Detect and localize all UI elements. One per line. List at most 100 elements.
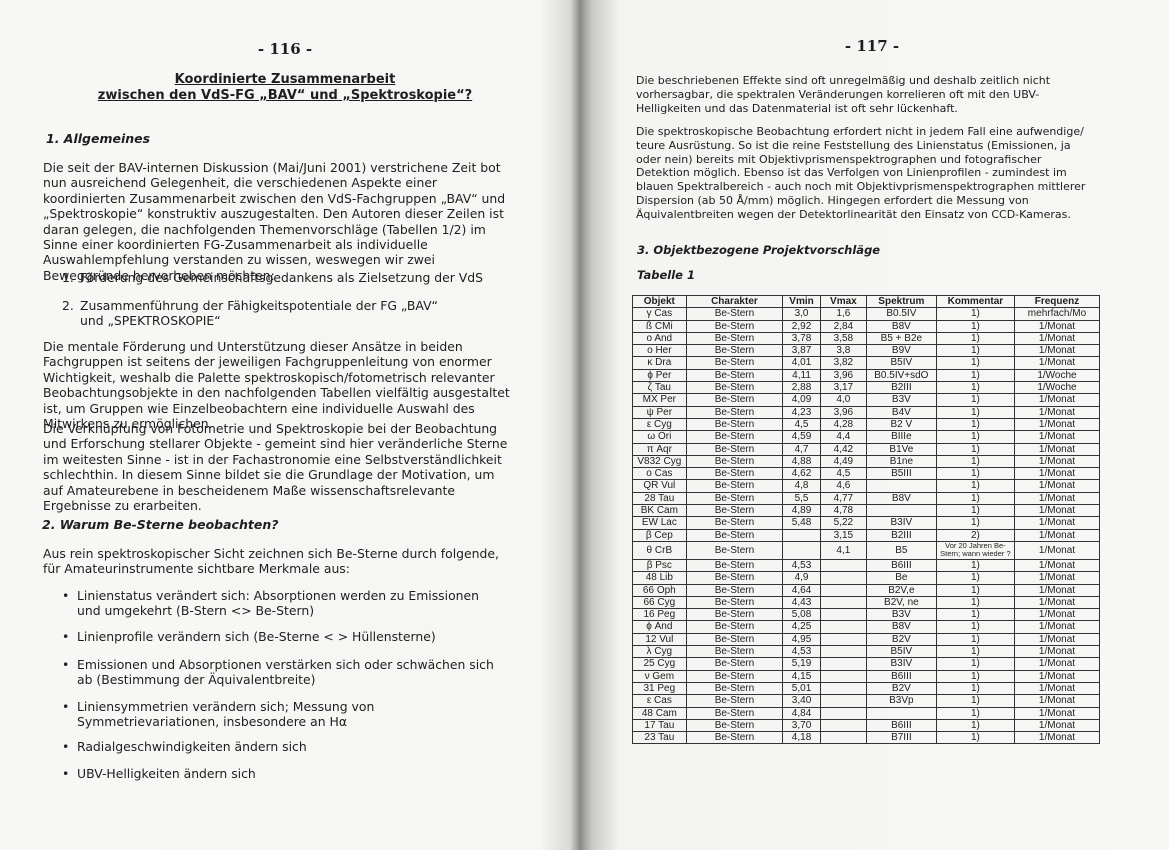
table-cell: Be-Stern bbox=[685, 516, 784, 530]
table-cell: Be-Stern bbox=[685, 583, 784, 597]
table-cell: γ Cas bbox=[632, 307, 687, 321]
table-cell: 1) bbox=[935, 356, 1015, 370]
table-cell: Be-Stern bbox=[685, 558, 784, 573]
table-cell: B6III bbox=[865, 718, 937, 733]
table-cell: 1) bbox=[935, 645, 1015, 659]
table-body: γ Cas Be-Stern 3,0 1,6 B0.5IV 1) mehrfach/Mo ß … bbox=[632, 307, 1101, 745]
table-row: EW Lac Be-Stern 5,48 5,22 B3IV 1) 1/Monat bbox=[632, 516, 1101, 530]
table-cell: B3IV bbox=[865, 516, 937, 530]
table-cell: 1/Monat bbox=[1013, 718, 1101, 733]
table-cell: Be-Stern bbox=[685, 706, 784, 720]
table-cell: ω Ori bbox=[632, 430, 687, 444]
table-cell: 1/Monat bbox=[1013, 344, 1101, 358]
table-cell: 1) bbox=[935, 381, 1015, 395]
table-cell: 4,95 bbox=[782, 632, 821, 647]
table-cell: Be-Stern bbox=[685, 319, 784, 333]
table-cell: 1) bbox=[935, 558, 1015, 573]
list-item: Zusammenführung der Fähigkeitspotentiale… bbox=[80, 298, 438, 329]
table-cell: ß CMi bbox=[632, 319, 687, 333]
table-cell: B5IV bbox=[865, 645, 937, 659]
table-cell bbox=[819, 595, 867, 610]
table-cell: 1) bbox=[935, 632, 1015, 647]
table-cell: Be-Stern bbox=[685, 331, 784, 346]
table-cell: 1/Monat bbox=[1013, 571, 1101, 585]
table-cell: 4,09 bbox=[782, 393, 821, 407]
table-cell: 4,25 bbox=[782, 620, 821, 634]
table-cell: Be-Stern bbox=[685, 491, 784, 506]
paragraph: Die mentale Förderung und Unterstützung … bbox=[43, 339, 510, 432]
table-cell: 31 Peg bbox=[632, 681, 687, 696]
table-cell: Be-Stern bbox=[685, 479, 784, 493]
table-cell: 4,5 bbox=[819, 467, 867, 481]
table-cell bbox=[819, 620, 867, 634]
table-cell: 4,5 bbox=[782, 417, 821, 432]
table-cell: ψ Per bbox=[632, 405, 687, 419]
table-cell: 5,22 bbox=[819, 516, 867, 530]
table-cell: 4,7 bbox=[782, 442, 821, 456]
table-cell: V832 Cyg bbox=[632, 454, 687, 469]
table-cell: Be-Stern bbox=[685, 467, 784, 481]
table-cell: θ CrB bbox=[632, 540, 687, 560]
table-cell bbox=[865, 504, 937, 518]
table-cell: 25 Cyg bbox=[632, 657, 687, 671]
table-cell: 3,78 bbox=[782, 331, 821, 346]
table-cell: ν Gem bbox=[632, 669, 687, 683]
table-cell: 1) bbox=[935, 694, 1015, 708]
table-cell: 66 Cyg bbox=[632, 595, 687, 610]
table-row: 28 Tau Be-Stern 5,5 4,77 B8V 1) 1/Monat bbox=[632, 491, 1101, 506]
table-cell: B2III bbox=[865, 381, 937, 395]
table-cell: B4V bbox=[865, 405, 937, 419]
table-cell: 28 Tau bbox=[632, 491, 687, 506]
table-cell bbox=[819, 694, 867, 708]
table-cell: ζ Tau bbox=[632, 381, 687, 395]
table-row: 66 Cyg Be-Stern 4,43 B2V, ne 1) 1/Monat bbox=[632, 595, 1101, 610]
table-cell: Be-Stern bbox=[685, 393, 784, 407]
table-cell: B2V bbox=[865, 632, 937, 647]
table-cell: 1) bbox=[935, 368, 1015, 383]
table-cell: 1) bbox=[935, 657, 1015, 671]
table-cell: 5,5 bbox=[782, 491, 821, 506]
table-cell: Be bbox=[865, 571, 937, 585]
page-number: - 117 - bbox=[844, 37, 900, 55]
table-cell: Be-Stern bbox=[685, 356, 784, 370]
table-cell: 1/Monat bbox=[1013, 479, 1101, 493]
table-cell: 1/Monat bbox=[1013, 356, 1101, 370]
table-row: o Cas Be-Stern 4,62 4,5 B5III 1) 1/Monat bbox=[632, 467, 1101, 481]
table-cell: 1/Monat bbox=[1013, 694, 1101, 708]
table-cell: QR Vul bbox=[632, 479, 687, 493]
bullet-text: Emissionen und Absorptionen verstärken s… bbox=[77, 657, 494, 688]
table-cell: 3,17 bbox=[819, 381, 867, 395]
bullet-item: • Liniensymmetrien verändern sich; Messun… bbox=[62, 699, 375, 730]
table-cell bbox=[782, 540, 821, 560]
table-cell: B5III bbox=[865, 467, 937, 481]
table-row: ϕ Per Be-Stern 4,11 3,96 B0.5IV+sdO 1) 1/Woche bbox=[632, 368, 1101, 383]
table-cell: B8V bbox=[865, 620, 937, 634]
table-cell: 1) bbox=[935, 331, 1015, 346]
table-cell: 1/Monat bbox=[1013, 681, 1101, 696]
table-cell bbox=[819, 571, 867, 585]
table-cell: 4,53 bbox=[782, 558, 821, 573]
page-number: - 116 - bbox=[257, 40, 313, 58]
table-cell: Be-Stern bbox=[685, 595, 784, 610]
list-number: 2. bbox=[62, 298, 74, 313]
heading: 1. Allgemeines bbox=[46, 131, 151, 146]
table-cell: 4,64 bbox=[782, 583, 821, 597]
table-cell: 1) bbox=[935, 442, 1015, 456]
table-cell: Be-Stern bbox=[685, 694, 784, 708]
table-cell: 4,49 bbox=[819, 454, 867, 469]
table-row: 48 Cam Be-Stern 4,84 1) 1/Monat bbox=[632, 706, 1101, 720]
table-cell bbox=[819, 657, 867, 671]
table-cell: 1) bbox=[935, 583, 1015, 597]
table-cell bbox=[819, 632, 867, 647]
table-cell: B9V bbox=[865, 344, 937, 358]
table-cell: B2III bbox=[865, 528, 937, 542]
table-cell: 1/Monat bbox=[1013, 467, 1101, 481]
table-cell: Be-Stern bbox=[685, 731, 784, 745]
table-cell: 1/Monat bbox=[1013, 331, 1101, 346]
table-cell bbox=[819, 645, 867, 659]
table-row: κ Dra Be-Stern 4,01 3,82 B5IV 1) 1/Monat bbox=[632, 356, 1101, 370]
table-cell: 5,08 bbox=[782, 608, 821, 622]
bullet-item: • Emissionen und Absorptionen verstärken … bbox=[62, 657, 494, 688]
table-row: ε Cyg Be-Stern 4,5 4,28 B2 V 1) 1/Monat bbox=[632, 417, 1101, 432]
table-cell: 1/Monat bbox=[1013, 319, 1101, 333]
